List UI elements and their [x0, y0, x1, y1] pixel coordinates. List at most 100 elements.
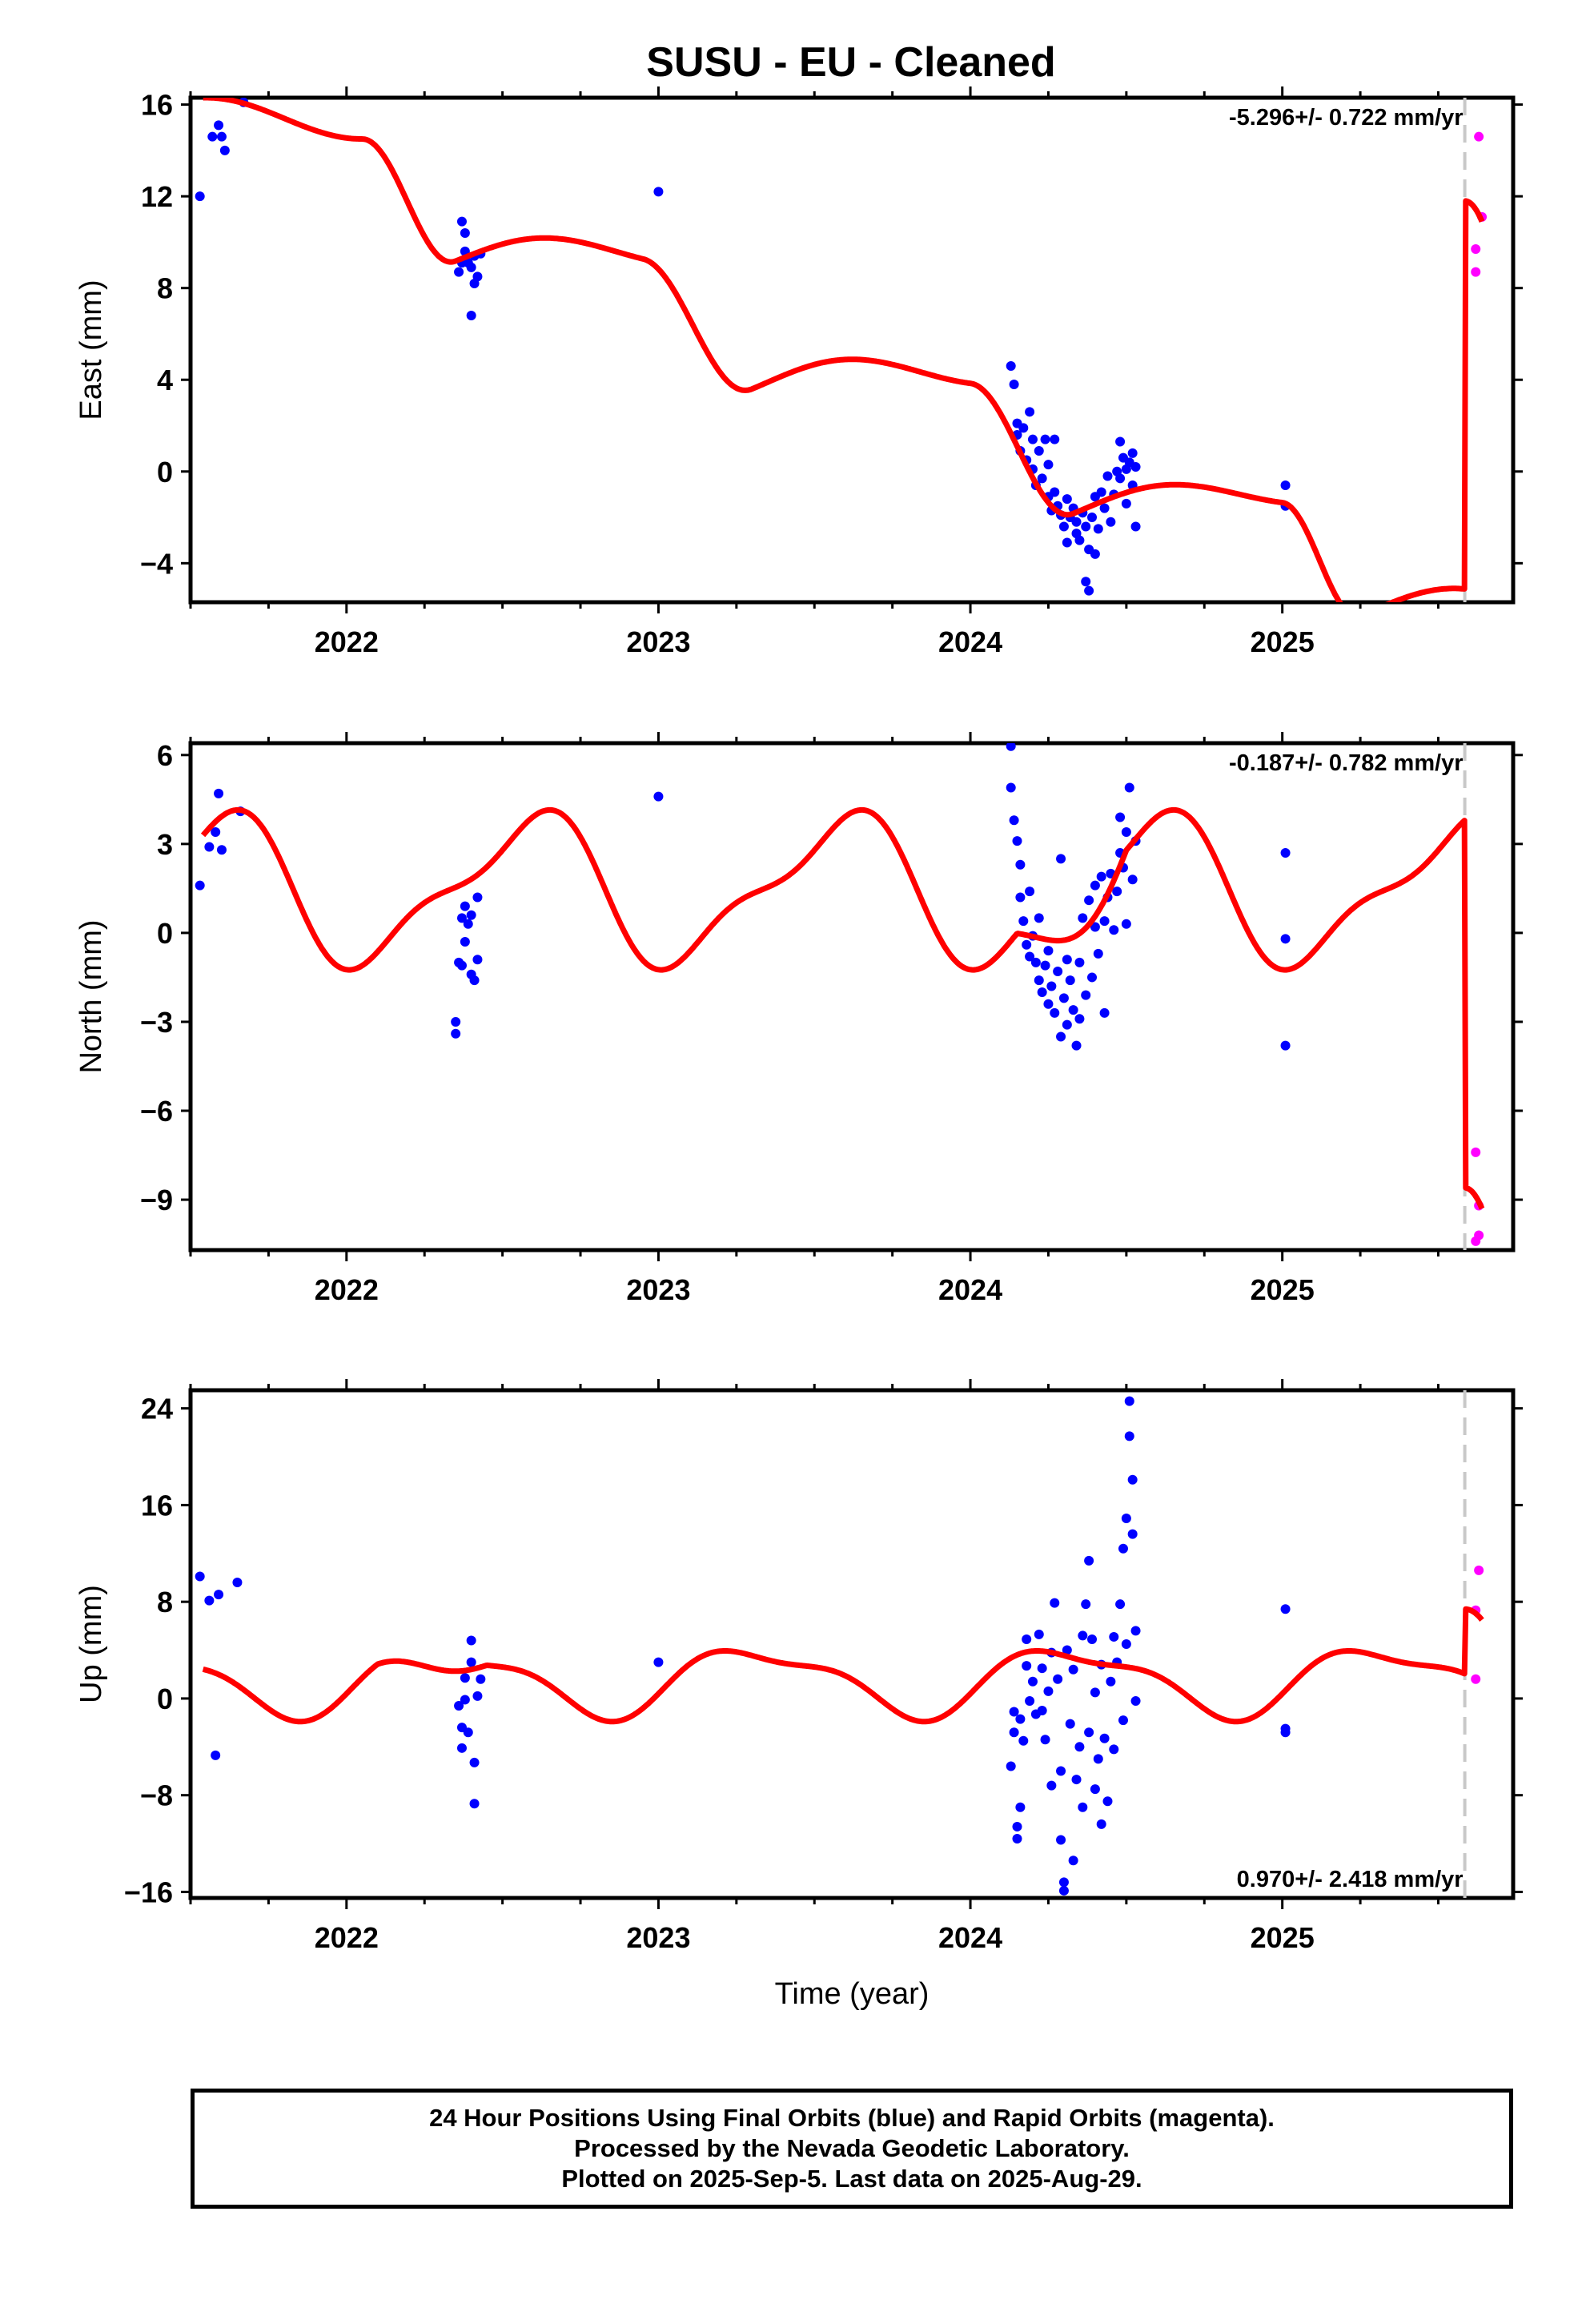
final-orbit-point — [1109, 1631, 1119, 1642]
final-orbit-point — [653, 791, 664, 802]
final-orbit-point — [1090, 1784, 1100, 1795]
final-orbit-point — [1015, 1714, 1026, 1724]
final-orbit-point — [1099, 503, 1110, 513]
final-orbit-point — [1280, 934, 1291, 944]
panel-3: 24 16 8 0 −8 −16 2022 2023 2024 2025 Up (mm) Time (… — [74, 1379, 1523, 2011]
final-orbit-point — [214, 1590, 224, 1600]
final-orbit-point — [1062, 1019, 1072, 1030]
final-orbit-point — [1053, 967, 1063, 977]
final-orbit-point — [1115, 812, 1126, 822]
final-orbit-point — [1115, 436, 1126, 447]
y-tick-label: 8 — [157, 272, 173, 305]
final-orbit-point — [1006, 782, 1016, 793]
final-orbit-point — [1099, 1733, 1110, 1743]
final-orbit-point — [207, 131, 218, 142]
final-orbit-point — [1090, 1687, 1100, 1698]
final-orbit-point — [1078, 1802, 1088, 1812]
final-orbit-point — [1050, 1598, 1060, 1608]
final-orbit-point — [232, 1578, 243, 1588]
final-orbit-point — [466, 1635, 476, 1646]
final-orbit-point — [1121, 498, 1131, 509]
final-orbit-point — [1074, 957, 1085, 967]
final-orbit-point — [1093, 948, 1103, 959]
data-points — [195, 743, 1484, 1246]
final-orbit-point — [1009, 379, 1019, 389]
final-orbit-point — [1025, 1695, 1035, 1706]
y-tick-label: 4 — [157, 364, 173, 396]
final-orbit-point — [460, 937, 470, 947]
final-orbit-point — [1034, 975, 1044, 986]
final-orbit-point — [454, 267, 464, 277]
final-orbit-point — [1280, 1040, 1291, 1051]
final-orbit-point — [1124, 1431, 1134, 1441]
x-tick-label: 2023 — [626, 625, 690, 658]
final-orbit-point — [1127, 1529, 1138, 1539]
final-orbit-point — [1099, 916, 1110, 927]
final-orbit-point — [1084, 585, 1094, 596]
final-orbit-point — [1084, 1555, 1094, 1566]
final-orbit-point — [456, 913, 467, 923]
y-tick-label: 0 — [157, 917, 173, 950]
x-tick-label: 2025 — [1251, 1921, 1315, 1954]
final-orbit-point — [460, 1673, 470, 1683]
final-orbit-point — [1058, 521, 1069, 532]
final-orbit-point — [1280, 480, 1291, 490]
x-tick-label: 2022 — [315, 1921, 379, 1954]
y-axis-label: North (mm) — [74, 919, 108, 1073]
final-orbit-point — [1043, 946, 1054, 956]
velocity-label: -5.296+/- 0.722 mm/yr — [1229, 105, 1464, 131]
final-orbit-point — [1087, 1634, 1098, 1644]
final-orbit-point — [1084, 895, 1094, 906]
final-orbit-point — [1130, 521, 1141, 532]
final-orbit-point — [1022, 1661, 1032, 1671]
final-orbit-point — [1280, 1604, 1291, 1614]
caption-box: 24 Hour Positions Using Final Orbits (bl… — [191, 2089, 1513, 2209]
final-orbit-point — [1040, 434, 1050, 444]
final-orbit-point — [1053, 1674, 1063, 1684]
final-orbit-point — [1062, 955, 1072, 965]
final-orbit-point — [1015, 859, 1026, 870]
final-orbit-point — [1130, 1695, 1141, 1706]
rapid-orbit-point — [1471, 1674, 1481, 1684]
final-orbit-point — [1127, 875, 1138, 885]
final-orbit-point — [1071, 517, 1082, 527]
y-tick-label: 0 — [157, 456, 173, 489]
final-orbit-point — [1037, 1706, 1047, 1716]
final-orbit-point — [1050, 434, 1060, 444]
final-orbit-point — [1090, 922, 1100, 932]
final-orbit-point — [460, 1695, 470, 1705]
rapid-orbit-point — [1474, 1565, 1484, 1575]
final-orbit-point — [1058, 1885, 1069, 1896]
final-orbit-point — [1006, 743, 1016, 751]
y-tick-label: −6 — [140, 1095, 173, 1128]
final-orbit-point — [211, 827, 221, 838]
final-orbit-point — [1096, 871, 1106, 882]
final-orbit-point — [1074, 535, 1085, 545]
model-fit-curve — [200, 806, 1485, 1210]
final-orbit-point — [1102, 471, 1113, 481]
final-orbit-point — [1012, 1834, 1022, 1844]
final-orbit-point — [1046, 981, 1057, 991]
final-orbit-point — [1025, 407, 1035, 417]
final-orbit-point — [1050, 487, 1060, 497]
final-orbit-point — [1065, 975, 1075, 986]
velocity-label: 0.970+/- 2.418 mm/yr — [1237, 1867, 1464, 1892]
final-orbit-point — [1071, 1040, 1082, 1051]
final-orbit-point — [1130, 462, 1141, 472]
final-orbit-point — [460, 227, 470, 238]
final-orbit-point — [1087, 513, 1098, 523]
final-orbit-point — [1074, 1014, 1085, 1024]
final-orbit-point — [204, 842, 215, 852]
caption-line: 24 Hour Positions Using Final Orbits (bl… — [429, 2104, 1275, 2132]
final-orbit-point — [472, 1691, 483, 1701]
final-orbit-point — [1071, 1775, 1082, 1785]
final-orbit-point — [1009, 1707, 1019, 1717]
final-orbit-point — [1068, 1664, 1078, 1675]
final-orbit-point — [1062, 537, 1072, 548]
final-orbit-point — [1056, 854, 1066, 864]
final-orbit-point — [1043, 999, 1054, 1009]
final-orbit-point — [1034, 446, 1044, 456]
final-orbit-point — [1087, 972, 1098, 983]
final-orbit-point — [1043, 460, 1054, 470]
plot-frame — [188, 95, 1516, 605]
